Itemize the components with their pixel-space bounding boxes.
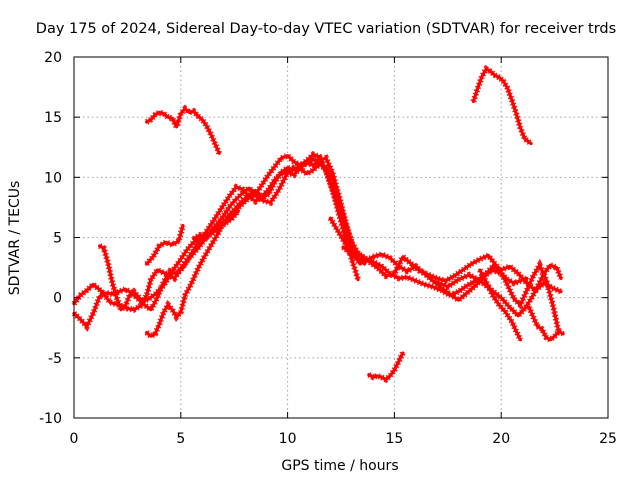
x-tick-label: 5 xyxy=(176,431,185,447)
series-markers xyxy=(98,160,528,315)
series-arc-l xyxy=(367,351,406,384)
series-arc-b xyxy=(71,156,361,332)
series-line xyxy=(72,157,360,329)
series-markers xyxy=(435,261,564,321)
series-arc-i xyxy=(526,305,565,344)
x-tick-label: 10 xyxy=(279,431,297,447)
series-line xyxy=(145,223,185,266)
y-tick-label: 20 xyxy=(44,50,62,66)
series-markers xyxy=(144,154,367,340)
series-arc-d xyxy=(144,154,367,340)
y-tick-label: 10 xyxy=(44,170,62,186)
x-tick-label: 20 xyxy=(492,431,510,447)
axis-ticks xyxy=(73,56,609,419)
series-arc-m xyxy=(192,209,241,242)
x-tick-label: 25 xyxy=(599,431,617,447)
data-series xyxy=(71,64,565,384)
x-axis-label: GPS time / hours xyxy=(281,458,398,474)
series-arc-k xyxy=(470,64,533,147)
series-arc-g xyxy=(435,261,564,321)
series-line xyxy=(478,268,523,342)
y-tick-label: -10 xyxy=(39,411,62,427)
y-tick-label: 5 xyxy=(53,231,62,247)
y-tick-label: -5 xyxy=(48,351,62,367)
series-markers xyxy=(526,306,565,344)
series-markers xyxy=(327,216,563,304)
y-tick-label: 0 xyxy=(53,291,62,307)
y-axis-label: SDTVAR / TECUs xyxy=(7,181,23,296)
series-markers xyxy=(341,244,562,334)
chart-title: Day 175 of 2024, Sidereal Day-to-day VTE… xyxy=(36,21,616,37)
x-tick-label: 0 xyxy=(70,431,79,447)
y-tick-label: 15 xyxy=(44,110,62,126)
series-arc-h xyxy=(477,268,524,342)
x-tick-label: 15 xyxy=(385,431,403,447)
series-markers xyxy=(145,104,222,155)
series-arc-f xyxy=(341,244,562,335)
series-markers xyxy=(470,64,533,147)
series-markers xyxy=(367,351,406,384)
tick-labels: 0 5 10 15 20 25 -10 -5 0 5 10 15 20 xyxy=(39,50,617,447)
series-markers xyxy=(192,209,241,242)
series-arc-n xyxy=(144,223,186,266)
series-arc-j xyxy=(145,104,222,155)
